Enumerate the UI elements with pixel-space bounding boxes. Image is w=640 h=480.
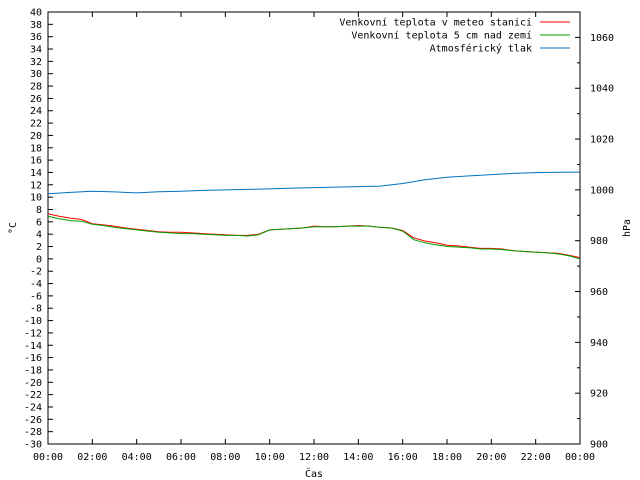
x-tick-label: 18:00 xyxy=(432,452,462,463)
y-right-tick-label: 900 xyxy=(590,440,608,451)
y-left-tick-label: -18 xyxy=(24,365,42,376)
y-left-tick-label: -10 xyxy=(24,316,42,327)
y-left-tick-label: 26 xyxy=(30,94,42,105)
y-right-tick-label: 920 xyxy=(590,389,608,400)
x-tick-label: 00:00 xyxy=(33,452,63,463)
y-left-tick-label: 12 xyxy=(30,180,42,191)
x-tick-label: 22:00 xyxy=(521,452,551,463)
y-right-tick-label: 1060 xyxy=(590,33,614,44)
legend-label-3: Atmosférický tlak xyxy=(430,43,532,55)
series-line-3 xyxy=(47,171,581,195)
y-left-tick-label: -8 xyxy=(30,304,42,315)
y-right-tick-label: 1020 xyxy=(590,135,614,146)
y-left-tick-label: -16 xyxy=(24,353,42,364)
y-left-tick-label: -24 xyxy=(24,402,42,413)
y-left-tick-label: 14 xyxy=(30,168,42,179)
y-left-tick-label: 16 xyxy=(30,156,42,167)
x-tick-label: 20:00 xyxy=(476,452,506,463)
y-left-tick-label: 18 xyxy=(30,143,42,154)
x-tick-label: 06:00 xyxy=(166,452,196,463)
y-right-tick-label: 940 xyxy=(590,338,608,349)
y-left-tick-label: -28 xyxy=(24,427,42,438)
y-left-tick-label: -2 xyxy=(30,267,42,278)
x-tick-label: 02:00 xyxy=(77,452,107,463)
y-axis-left-label: °C xyxy=(8,222,19,234)
y-axis-right-label: hPa xyxy=(622,219,633,237)
y-right-tick-label: 960 xyxy=(590,287,608,298)
y-left-tick-label: 4 xyxy=(36,230,42,241)
y-left-tick-label: 0 xyxy=(36,254,42,265)
y-left-tick-label: 34 xyxy=(30,45,42,56)
y-left-tick-label: 32 xyxy=(30,57,42,68)
y-left-tick-label: -26 xyxy=(24,415,42,426)
series-line-2 xyxy=(47,215,581,260)
x-tick-label: 10:00 xyxy=(255,452,285,463)
y-left-tick-label: -14 xyxy=(24,341,42,352)
y-right-tick-label: 1040 xyxy=(590,84,614,95)
y-left-tick-label: -22 xyxy=(24,390,42,401)
y-left-tick-label: -30 xyxy=(24,440,42,451)
x-tick-label: 12:00 xyxy=(299,452,329,463)
y-left-tick-label: 2 xyxy=(36,242,42,253)
y-right-tick-label: 980 xyxy=(590,236,608,247)
y-left-tick-label: 38 xyxy=(30,20,42,31)
y-left-tick-label: -12 xyxy=(24,328,42,339)
y-left-tick-label: 30 xyxy=(30,69,42,80)
x-tick-label: 14:00 xyxy=(343,452,373,463)
x-tick-label: 04:00 xyxy=(122,452,152,463)
y-left-tick-label: 10 xyxy=(30,193,42,204)
legend-label-1: Venkovní teplota v meteo stanici xyxy=(339,17,532,29)
y-left-tick-label: 40 xyxy=(30,8,42,19)
y-left-tick-label: 6 xyxy=(36,217,42,228)
x-axis: 00:00 02:00 04:00 06:00 08:00 10:00 12:00 14:00… xyxy=(33,12,595,463)
x-tick-label: 08:00 xyxy=(210,452,240,463)
y-left-tick-label: 8 xyxy=(36,205,42,216)
y-axis-right: 1060 1040 1020 1000 980 960 940 920 900 xyxy=(575,33,614,451)
y-left-tick-label: -20 xyxy=(24,378,42,389)
series-layer xyxy=(47,171,581,260)
x-tick-label: 16:00 xyxy=(388,452,418,463)
y-left-tick-label: 36 xyxy=(30,32,42,43)
y-left-tick-label: -4 xyxy=(30,279,42,290)
y-left-tick-label: 28 xyxy=(30,82,42,93)
y-axis-left: 4038363432302826242220181614121086420-2-… xyxy=(24,8,53,451)
y-left-tick-label: 22 xyxy=(30,119,42,130)
legend-label-2: Venkovní teplota 5 cm nad zemí xyxy=(351,30,532,42)
y-left-tick-label: 20 xyxy=(30,131,42,142)
y-right-tick-label: 1000 xyxy=(590,185,614,196)
legend: Venkovní teplota v meteo staniciVenkovní… xyxy=(339,17,570,55)
series-line-1 xyxy=(47,213,581,259)
y-left-tick-label: 24 xyxy=(30,106,42,117)
x-axis-label: Čas xyxy=(305,467,323,480)
x-tick-label: 00:00 xyxy=(565,452,595,463)
y-left-tick-label: -6 xyxy=(30,291,42,302)
